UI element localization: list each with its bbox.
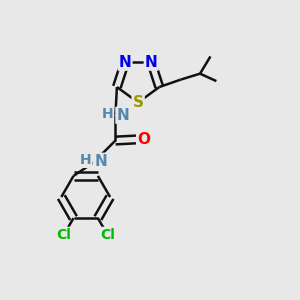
Text: N: N xyxy=(94,154,107,169)
Text: H: H xyxy=(80,153,92,167)
Text: N: N xyxy=(116,108,129,123)
Text: N: N xyxy=(118,55,131,70)
Text: S: S xyxy=(133,95,144,110)
Text: H: H xyxy=(101,107,113,121)
Text: O: O xyxy=(137,132,150,147)
Text: Cl: Cl xyxy=(100,228,115,242)
Text: Cl: Cl xyxy=(56,228,71,242)
Text: N: N xyxy=(145,55,158,70)
